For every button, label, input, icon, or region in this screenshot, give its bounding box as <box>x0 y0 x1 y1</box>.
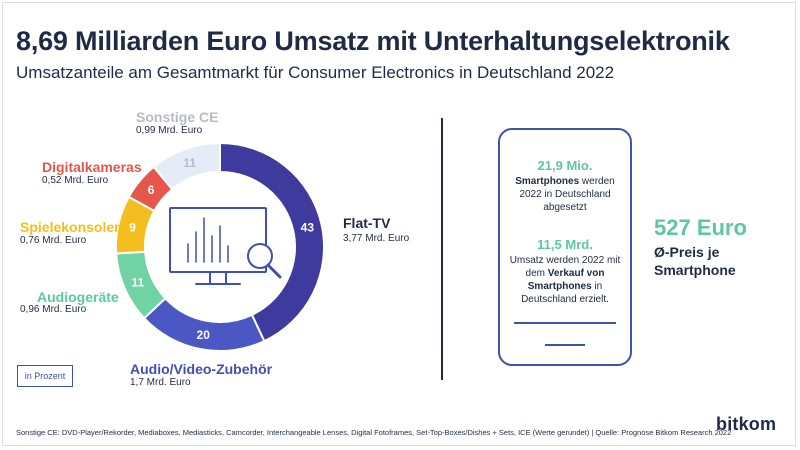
stat-smartphones-sold-value: 21,9 Mio. <box>537 158 593 173</box>
phone-home-line <box>545 344 585 346</box>
value-spielekonsolen: 0,76 Mrd. Euro <box>20 235 87 246</box>
donut-slice-1 <box>142 296 266 352</box>
donut-slice-0 <box>219 141 325 343</box>
vertical-divider <box>441 118 443 380</box>
monitor-chart-icon <box>169 207 282 285</box>
unit-label-box: in Prozent <box>17 365 73 387</box>
label-digitalkameras: Digitalkameras <box>42 159 142 175</box>
infographic-frame <box>2 2 796 446</box>
smartphone-outline-icon <box>498 128 632 366</box>
donut-slice-value-4: 6 <box>148 183 155 197</box>
label-flat-tv: Flat-TV <box>343 215 391 231</box>
phone-screen-line <box>514 322 616 324</box>
value-flat-tv: 3,77 Mrd. Euro <box>343 233 410 244</box>
donut-slices <box>115 141 325 352</box>
stat-smartphone-revenue-value: 11,5 Mrd. <box>537 237 593 252</box>
footnote-source: Sonstige CE: DVD-Player/Rekorder, Mediab… <box>16 428 732 437</box>
donut-slice-value-5: 11 <box>183 156 196 170</box>
donut-slice-5 <box>152 141 221 191</box>
donut-slice-labels: 43 20 11 9 6 11 <box>129 156 314 342</box>
bitkom-logo: bitkom <box>716 414 777 434</box>
stat-smartphone-revenue-text: Umsatz werden 2022 mit dem Verkauf von S… <box>509 255 621 305</box>
average-price-label: Ø-Preis je Smartphone <box>654 244 736 278</box>
donut-slice-value-3: 9 <box>129 220 136 234</box>
donut-chart: 43 20 11 9 6 11 <box>115 141 325 352</box>
donut-slice-value-1: 20 <box>197 328 211 342</box>
label-spielekonsolen: Spielekonsolen <box>20 219 123 235</box>
average-price-value: 527 Euro <box>654 215 747 240</box>
label-sonstige-ce: Sonstige CE <box>136 109 219 125</box>
value-audio-video-zubehoer: 1,7 Mrd. Euro <box>130 377 191 388</box>
value-digitalkameras: 0,52 Mrd. Euro <box>42 175 109 186</box>
label-audio-video-zubehoer: Audio/Video-Zubehör <box>130 361 273 377</box>
label-audiogeraete: Audiogeräte <box>37 289 119 305</box>
donut-slice-value-2: 11 <box>132 276 145 290</box>
stat-smartphones-sold-text: Smartphones werden 2022 in Deutschland a… <box>515 176 615 213</box>
value-audiogeraete: 0,96 Mrd. Euro <box>20 304 87 315</box>
page-subtitle: Umsatzanteile am Gesamtmarkt für Consume… <box>16 63 615 82</box>
value-sonstige-ce: 0,99 Mrd. Euro <box>136 125 203 136</box>
donut-slice-value-0: 43 <box>301 220 315 234</box>
page-title: 8,69 Milliarden Euro Umsatz mit Unterhal… <box>16 26 730 56</box>
